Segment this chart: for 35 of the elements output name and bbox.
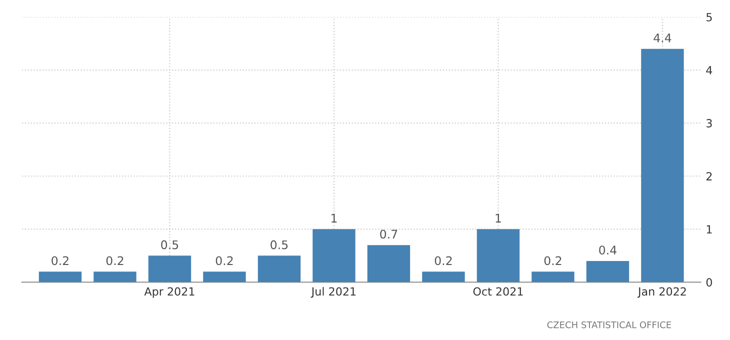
x-tick-label: Jul 2021 — [310, 287, 356, 298]
data-label: 1 — [332, 214, 337, 223]
data-label: 0.5 — [270, 240, 288, 250]
bar — [203, 272, 246, 282]
bar — [367, 245, 410, 282]
x-tick-label: Oct 2021 — [473, 287, 523, 296]
y-tick-label: 0 — [706, 278, 712, 287]
bar — [476, 229, 520, 282]
data-label: 0.2 — [434, 256, 452, 266]
data-label: 0.5 — [161, 240, 178, 250]
data-label: 1 — [496, 214, 501, 223]
bar — [312, 229, 356, 282]
data-label: 0.2 — [544, 256, 562, 266]
data-label: 0.2 — [106, 256, 124, 266]
y-tick-label: 2 — [706, 172, 712, 180]
y-tick-label: 3 — [706, 119, 712, 128]
bar — [148, 256, 192, 282]
y-tick-label: 1 — [706, 225, 712, 234]
data-label: 0.7 — [380, 230, 398, 239]
data-label: 0.2 — [216, 256, 233, 266]
bar — [532, 272, 574, 282]
x-tick-label: Apr 2021 — [144, 287, 194, 298]
data-label: 0.4 — [599, 246, 616, 255]
y-tick-label: 5 — [706, 13, 712, 22]
bar — [258, 256, 301, 282]
bar — [94, 272, 136, 282]
text: CZECH STATISTICAL OFFICE — [547, 321, 672, 328]
bar — [38, 272, 82, 282]
x-tick-label: Jan 2022 — [637, 287, 686, 298]
bar — [422, 272, 465, 282]
bar — [586, 260, 630, 282]
y-tick-label: 4 — [706, 66, 712, 74]
bar — [641, 48, 684, 282]
data-label: 4.4 — [654, 34, 672, 42]
data-label: 0.2 — [52, 256, 68, 266]
